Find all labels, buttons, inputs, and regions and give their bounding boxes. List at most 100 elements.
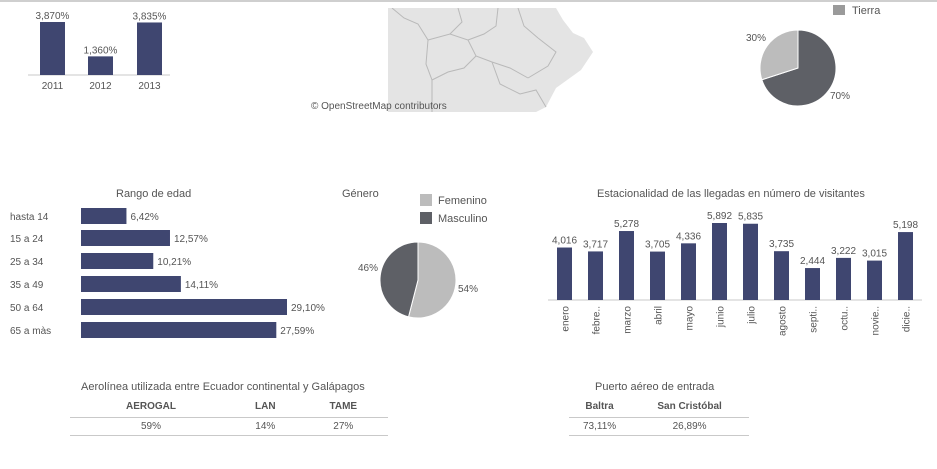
- legend-swatch: [420, 194, 432, 206]
- transport-pie-slice: [761, 29, 837, 107]
- gender-pie-chart: Femenino Masculino 54% 46%: [358, 194, 488, 319]
- month-value-label: 5,278: [614, 219, 639, 230]
- year-tick-label: 2011: [42, 81, 64, 92]
- map-borders: [391, 8, 557, 112]
- month-tick-label: enero: [561, 306, 572, 332]
- transport-pie-chart: Tierra 70% 30%: [746, 5, 881, 107]
- month-bar: [867, 260, 882, 300]
- gender-pie-slice: [379, 241, 419, 318]
- year-value-label: 1,360%: [84, 45, 118, 56]
- month-bar: [836, 257, 851, 300]
- month-value-label: 2,444: [800, 256, 825, 267]
- table-cell: 14%: [231, 417, 299, 436]
- age-category-label: 50 a 64: [10, 303, 44, 314]
- transport-pie-slice: [759, 29, 799, 81]
- legend-label: Femenino: [438, 195, 487, 207]
- month-value-label: 3,735: [769, 239, 794, 250]
- age-bar: [81, 230, 170, 246]
- age-bar: [81, 299, 287, 315]
- month-value-label: 3,717: [583, 239, 608, 250]
- airport-table: Baltra San Cristóbal 73,11% 26,89%: [569, 397, 749, 436]
- month-value-label: 3,015: [862, 249, 887, 260]
- month-tick-label: novie..: [871, 306, 882, 335]
- month-value-label: 3,222: [831, 246, 856, 257]
- month-tick-label: febre..: [592, 306, 603, 334]
- age-category-label: 35 a 49: [10, 280, 44, 291]
- pie-slice-label: 46%: [358, 263, 378, 274]
- table-header-row: Baltra San Cristóbal: [569, 397, 749, 418]
- month-bar: [650, 251, 665, 300]
- month-tick-label: agosto: [778, 306, 789, 336]
- month-bar: [619, 231, 634, 300]
- month-bar: [774, 251, 789, 300]
- month-bar: [743, 223, 758, 300]
- age-bar-chart: hasta 14 6,42% 15 a 24 12,57% 25 a 34 10,21% 3…: [10, 208, 325, 338]
- month-value-label: 5,835: [738, 212, 763, 223]
- month-value-label: 5,198: [893, 220, 918, 231]
- month-bar: [588, 251, 603, 300]
- table-header-cell: LAN: [231, 397, 299, 418]
- month-bar: [712, 223, 727, 300]
- table-header-row: AEROGAL LAN TAME: [70, 397, 388, 418]
- month-tick-label: marzo: [623, 306, 634, 334]
- pie-slice-label: 30%: [746, 33, 766, 44]
- year-bar: [40, 22, 65, 75]
- gender-chart-title: Género: [342, 188, 379, 200]
- month-bar: [805, 268, 820, 300]
- legend-label: Masculino: [438, 213, 488, 225]
- table-cell: 26,89%: [630, 417, 749, 436]
- table-row: 73,11% 26,89%: [569, 417, 749, 436]
- year-bar: [88, 56, 113, 75]
- map-attribution: © OpenStreetMap contributors: [311, 101, 447, 112]
- month-bar: [898, 232, 913, 300]
- legend-swatch: [833, 5, 845, 15]
- age-bar: [81, 322, 277, 338]
- age-value-label: 27,59%: [280, 326, 314, 337]
- monthly-chart-title: Estacionalidad de las llegadas en número…: [597, 188, 865, 200]
- age-bar: [81, 253, 154, 269]
- age-value-label: 10,21%: [157, 257, 191, 268]
- table-row: 59% 14% 27%: [70, 417, 388, 436]
- year-bar-chart: 3,870% 2011 1,360% 2012 3,835% 2013: [28, 11, 170, 92]
- month-bar: [681, 243, 696, 300]
- age-chart-title: Rango de edad: [116, 188, 192, 200]
- age-category-label: 15 a 24: [10, 234, 44, 245]
- table-header-cell: San Cristóbal: [630, 397, 749, 418]
- pie-slice-label: 70%: [830, 91, 850, 102]
- age-value-label: 6,42%: [130, 212, 158, 223]
- month-bar: [557, 247, 572, 300]
- table-cell: 73,11%: [569, 417, 631, 436]
- age-category-label: 25 a 34: [10, 257, 44, 268]
- top-divider: [0, 0, 937, 2]
- month-value-label: 4,336: [676, 231, 701, 242]
- legend-swatch: [420, 212, 432, 224]
- table-cell: 59%: [70, 417, 232, 436]
- airline-table-title: Aerolínea utilizada entre Ecuador contin…: [81, 381, 365, 393]
- airport-table-title: Puerto aéreo de entrada: [595, 381, 715, 393]
- year-value-label: 3,835%: [133, 11, 167, 22]
- month-tick-label: dicie..: [902, 306, 913, 332]
- year-bar: [137, 22, 162, 75]
- airline-table: AEROGAL LAN TAME 59% 14% 27%: [70, 397, 388, 436]
- age-value-label: 29,10%: [291, 303, 325, 314]
- age-value-label: 12,57%: [174, 234, 208, 245]
- month-tick-label: abril: [654, 306, 665, 325]
- monthly-bar-chart: 4,016 enero 3,717 febre.. 5,278 marzo 3,705 abr…: [548, 211, 922, 336]
- month-tick-label: junio: [716, 306, 727, 329]
- legend-label: Tierra: [852, 5, 881, 17]
- table-header-cell: TAME: [298, 397, 388, 418]
- age-value-label: 14,11%: [185, 280, 218, 291]
- age-category-label: 65 a màs: [10, 326, 51, 337]
- month-value-label: 5,892: [707, 211, 732, 222]
- map-land: [388, 8, 593, 112]
- map[interactable]: [388, 8, 598, 112]
- table-header-cell: Baltra: [569, 397, 631, 418]
- year-tick-label: 2012: [89, 81, 112, 92]
- table-header-cell: AEROGAL: [70, 397, 232, 418]
- month-value-label: 3,705: [645, 240, 670, 251]
- month-tick-label: julio: [747, 306, 758, 325]
- gender-pie-slice: [407, 241, 457, 319]
- age-bar: [81, 208, 127, 224]
- year-value-label: 3,870%: [36, 11, 70, 22]
- month-tick-label: octu..: [840, 306, 851, 330]
